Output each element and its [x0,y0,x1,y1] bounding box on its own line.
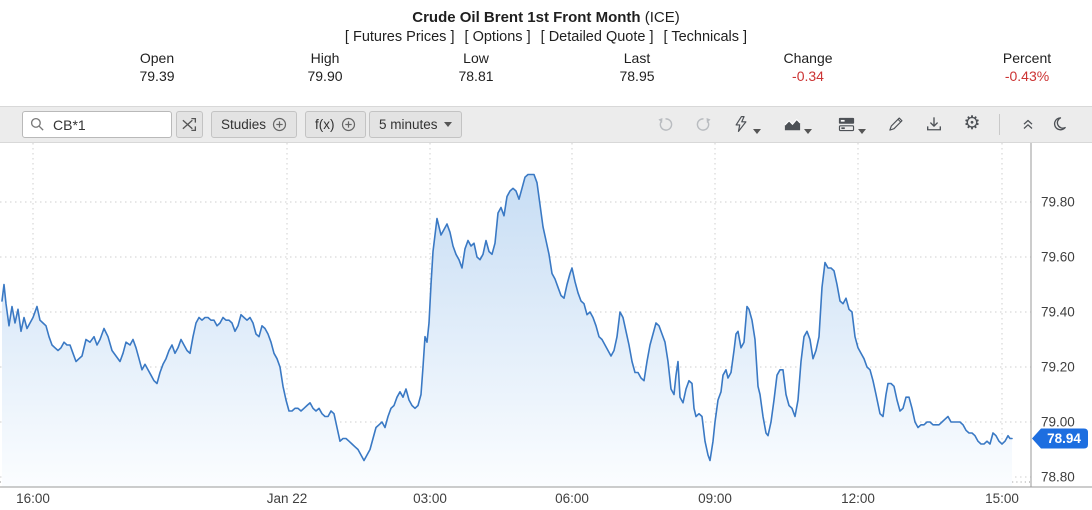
compare-button[interactable] [176,111,203,138]
pencil-icon [889,117,903,131]
download-button[interactable] [924,114,944,134]
chevron-down-icon [753,129,761,134]
circle-plus-icon [272,117,287,132]
svg-text:79.80: 79.80 [1041,195,1075,210]
studies-label: Studies [221,117,267,132]
symbol-search[interactable] [22,111,172,138]
svg-text:79.60: 79.60 [1041,250,1075,265]
redo-icon [696,117,711,131]
fx-button[interactable]: f(x) [305,111,366,138]
search-icon [30,117,44,131]
svg-text:15:00: 15:00 [985,491,1019,506]
quote-summary: Open 79.39 High 79.90 Low 78.81 Last 78.… [139,50,1052,84]
area-series [2,174,1012,487]
last-price-tag: 78.94 [1032,428,1088,449]
fx-label: f(x) [315,117,335,132]
link-technicals[interactable]: [ Technicals ] [663,29,748,45]
svg-text:06:00: 06:00 [555,491,589,506]
panels-caret[interactable] [858,121,866,139]
svg-text:09:00: 09:00 [698,491,732,506]
area-chart-icon [784,118,800,130]
lightning-icon [735,116,747,132]
chevron-down-icon [443,122,452,127]
draw-button[interactable] [886,114,906,134]
dark-mode-button[interactable] [1051,114,1071,134]
quote-links: [ Futures Prices ] [ Options ] [ Detaile… [0,29,1092,45]
download-icon [927,117,941,131]
chevron-down-icon [804,129,812,134]
double-chevron-up-icon [1023,119,1033,129]
collapse-button[interactable] [1018,114,1038,134]
link-detailed-quote[interactable]: [ Detailed Quote ] [540,29,654,45]
toolbar-divider [999,114,1000,135]
svg-text:79.40: 79.40 [1041,305,1075,320]
redo-button[interactable] [693,114,713,134]
symbol-input[interactable] [51,115,160,134]
page-title: Crude Oil Brent 1st Front Month (ICE) [0,9,1092,26]
gear-icon: ⚙ [963,113,981,134]
svg-text:03:00: 03:00 [413,491,447,506]
compare-icon [182,117,197,132]
svg-text:16:00: 16:00 [16,491,50,506]
period-label: 5 minutes [379,117,438,132]
chart-type-button[interactable] [782,114,802,134]
chart-type-caret[interactable] [804,121,812,139]
moon-icon [1053,117,1066,131]
studies-button[interactable]: Studies [211,111,298,138]
link-futures-prices[interactable]: [ Futures Prices ] [344,29,455,45]
svg-text:79.20: 79.20 [1041,360,1075,375]
exchange-name: (ICE) [644,9,680,26]
svg-text:79.00: 79.00 [1041,415,1075,430]
undo-button[interactable] [655,114,675,134]
svg-text:Jan 22: Jan 22 [267,491,308,506]
settings-button[interactable]: ⚙ [962,114,982,134]
events-button[interactable] [731,114,751,134]
chevron-down-icon [858,129,866,134]
panels-icon [838,117,854,131]
period-dropdown[interactable]: 5 minutes [369,111,462,138]
panels-button[interactable] [836,114,856,134]
chart-toolbar: Studies f(x) 5 minutes [0,106,1092,143]
events-caret[interactable] [753,121,761,139]
svg-text:78.94: 78.94 [1047,431,1081,446]
circle-plus-icon [341,117,355,132]
price-line [1,173,1013,462]
link-options[interactable]: [ Options ] [464,29,531,45]
price-chart[interactable]: 79.80 79.60 79.40 79.20 79.00 78.80 16:00 Jan 2… [0,143,1092,510]
symbol-name: Crude Oil Brent 1st Front Month [412,9,641,26]
undo-icon [657,117,672,131]
svg-text:12:00: 12:00 [841,491,875,506]
svg-text:78.80: 78.80 [1041,470,1075,485]
x-grid-and-labels: 16:00 Jan 22 03:00 06:00 09:00 12:00 15:00 [16,143,1019,506]
